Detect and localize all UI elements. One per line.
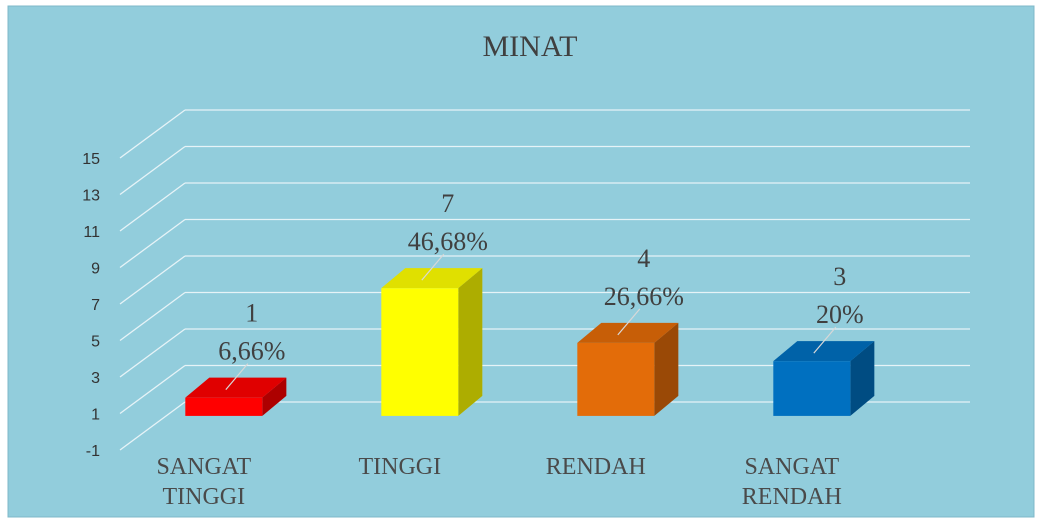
percent-label: 6,66% [218,337,285,366]
grid-line [119,401,186,451]
percent-label: 20% [816,300,864,329]
x-tick-label: SANGAT RENDAH [741,454,842,510]
bar-side [654,322,679,416]
y-tick-label: 15 [82,151,100,168]
y-tick-label: 11 [83,224,100,241]
leader-line [421,253,445,281]
data-label: 7 [441,189,454,218]
grid-line [119,291,186,342]
bar-front [381,288,459,416]
y-tick-label: 7 [91,297,100,314]
data-label: 3 [833,262,846,291]
bar-top-shade [773,341,875,362]
leader-line [813,326,837,354]
bar-side [850,341,875,416]
bar-top-shade [185,377,287,398]
bar [185,377,287,416]
x-tick-label: RENDAH [545,454,646,480]
leader-line [617,308,641,336]
leader-line [225,363,249,391]
x-tick-label: TINGGI [358,454,442,480]
y-tick-label: 3 [91,370,100,387]
y-tick-label: 9 [91,261,100,278]
bar-top-shade [577,322,679,343]
percent-label: 26,66% [604,282,684,311]
grid-line [119,218,186,269]
bar-top [185,377,287,398]
bar-front [185,397,263,416]
bar-top [773,341,875,362]
x-tick-label: SANGAT TINGGI [156,454,252,510]
grid-line [119,364,186,415]
bar-side [458,268,483,416]
bar-side-shade [458,268,483,416]
grid-line [119,255,186,305]
y-tick-label: 13 [82,188,100,205]
y-tick-label: -1 [86,443,100,460]
grid-line [119,145,186,196]
bar-top [381,268,483,289]
y-tick-label: 1 [91,407,100,424]
bar-top [577,322,679,343]
chart-background [7,5,1035,518]
y-tick-label: 5 [91,334,100,351]
grid-line [119,328,186,378]
bar-side-shade [262,377,287,416]
bar-top-shade [381,268,483,289]
bar [381,268,483,416]
data-label: 4 [637,244,650,273]
bar-front [773,361,851,416]
bar-side-shade [654,322,679,416]
bar [577,322,679,416]
grid-line [119,109,186,159]
bar-side [262,377,287,416]
data-label: 1 [245,299,258,328]
grid-line [119,182,186,232]
bar-front [577,342,655,416]
bar-side-shade [850,341,875,416]
percent-label: 46,68% [408,227,488,256]
bar [773,341,875,416]
chart-title: MINAT [483,30,578,63]
